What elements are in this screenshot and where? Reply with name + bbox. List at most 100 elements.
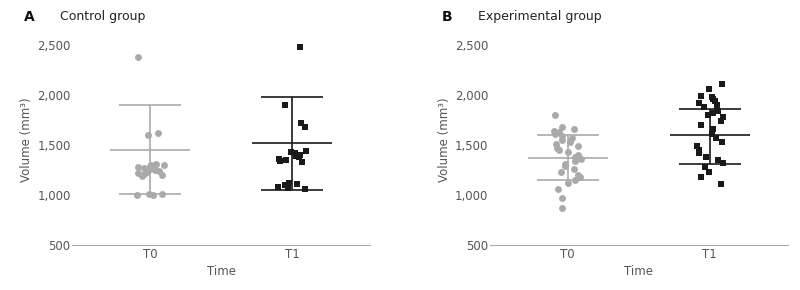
- Point: [572, 153, 585, 157]
- Point: [562, 181, 574, 185]
- Point: [572, 144, 585, 148]
- Point: [706, 132, 718, 136]
- Point: [549, 132, 562, 136]
- Point: [292, 155, 305, 159]
- Point: [273, 157, 286, 161]
- Point: [552, 187, 565, 191]
- Point: [274, 159, 286, 163]
- Point: [294, 45, 306, 50]
- Point: [132, 55, 145, 59]
- Point: [712, 108, 725, 113]
- Point: [712, 158, 725, 163]
- Point: [702, 113, 714, 117]
- Point: [150, 162, 163, 166]
- Point: [555, 205, 568, 210]
- Point: [558, 162, 571, 166]
- Point: [156, 192, 169, 197]
- Point: [692, 101, 705, 106]
- Point: [152, 131, 165, 136]
- Point: [556, 138, 569, 142]
- Point: [715, 182, 728, 186]
- Point: [693, 148, 706, 152]
- Point: [710, 107, 723, 112]
- Point: [142, 192, 155, 196]
- Point: [717, 115, 730, 120]
- Point: [551, 146, 564, 150]
- Point: [690, 144, 703, 148]
- Point: [144, 164, 157, 169]
- Point: [703, 170, 716, 174]
- Point: [282, 181, 295, 185]
- Point: [716, 139, 729, 144]
- Point: [142, 133, 154, 137]
- Point: [149, 168, 162, 173]
- Point: [279, 183, 292, 187]
- Point: [135, 174, 148, 178]
- Point: [131, 165, 144, 170]
- Point: [138, 172, 150, 176]
- Point: [714, 119, 727, 123]
- Text: A: A: [24, 10, 35, 23]
- Point: [282, 184, 294, 188]
- Text: B: B: [442, 10, 453, 23]
- Point: [569, 159, 582, 163]
- Point: [571, 173, 584, 177]
- Point: [298, 187, 311, 191]
- Point: [716, 81, 729, 86]
- Point: [272, 185, 285, 189]
- Point: [567, 167, 580, 171]
- Point: [700, 155, 713, 159]
- Point: [137, 166, 150, 171]
- Y-axis label: Volume (mm³): Volume (mm³): [438, 98, 450, 182]
- Point: [289, 151, 302, 155]
- Point: [130, 193, 143, 197]
- Point: [296, 160, 309, 164]
- Point: [549, 113, 562, 117]
- Point: [146, 193, 159, 197]
- Point: [706, 127, 719, 131]
- Point: [694, 175, 707, 180]
- Point: [285, 150, 298, 154]
- Point: [717, 161, 730, 166]
- Point: [573, 175, 586, 180]
- Point: [569, 178, 582, 182]
- Point: [559, 164, 572, 169]
- Point: [706, 95, 718, 100]
- Point: [158, 163, 170, 167]
- Point: [693, 151, 706, 156]
- Point: [710, 103, 723, 108]
- Point: [709, 99, 722, 104]
- Point: [695, 123, 708, 127]
- Point: [299, 125, 312, 129]
- Point: [702, 86, 715, 91]
- Point: [707, 97, 720, 102]
- Point: [562, 150, 574, 154]
- Point: [131, 171, 144, 176]
- Point: [278, 103, 291, 107]
- Point: [568, 127, 581, 131]
- Point: [556, 134, 569, 138]
- Point: [556, 196, 569, 200]
- Point: [280, 158, 293, 162]
- Text: Experimental group: Experimental group: [478, 10, 602, 23]
- Point: [291, 182, 304, 186]
- Point: [294, 153, 306, 157]
- Point: [145, 163, 158, 168]
- Point: [574, 157, 587, 161]
- X-axis label: Time: Time: [624, 265, 654, 278]
- Point: [710, 136, 722, 140]
- Y-axis label: Volume (mm³): Volume (mm³): [20, 98, 33, 182]
- Point: [552, 148, 565, 152]
- Point: [564, 139, 577, 144]
- Point: [698, 105, 710, 110]
- Point: [290, 154, 302, 158]
- X-axis label: Time: Time: [206, 265, 236, 278]
- Text: Control group: Control group: [60, 10, 146, 23]
- Point: [548, 128, 561, 133]
- Point: [155, 173, 168, 177]
- Point: [549, 142, 562, 146]
- Point: [282, 186, 294, 190]
- Point: [295, 121, 308, 125]
- Point: [299, 148, 312, 153]
- Point: [140, 170, 153, 175]
